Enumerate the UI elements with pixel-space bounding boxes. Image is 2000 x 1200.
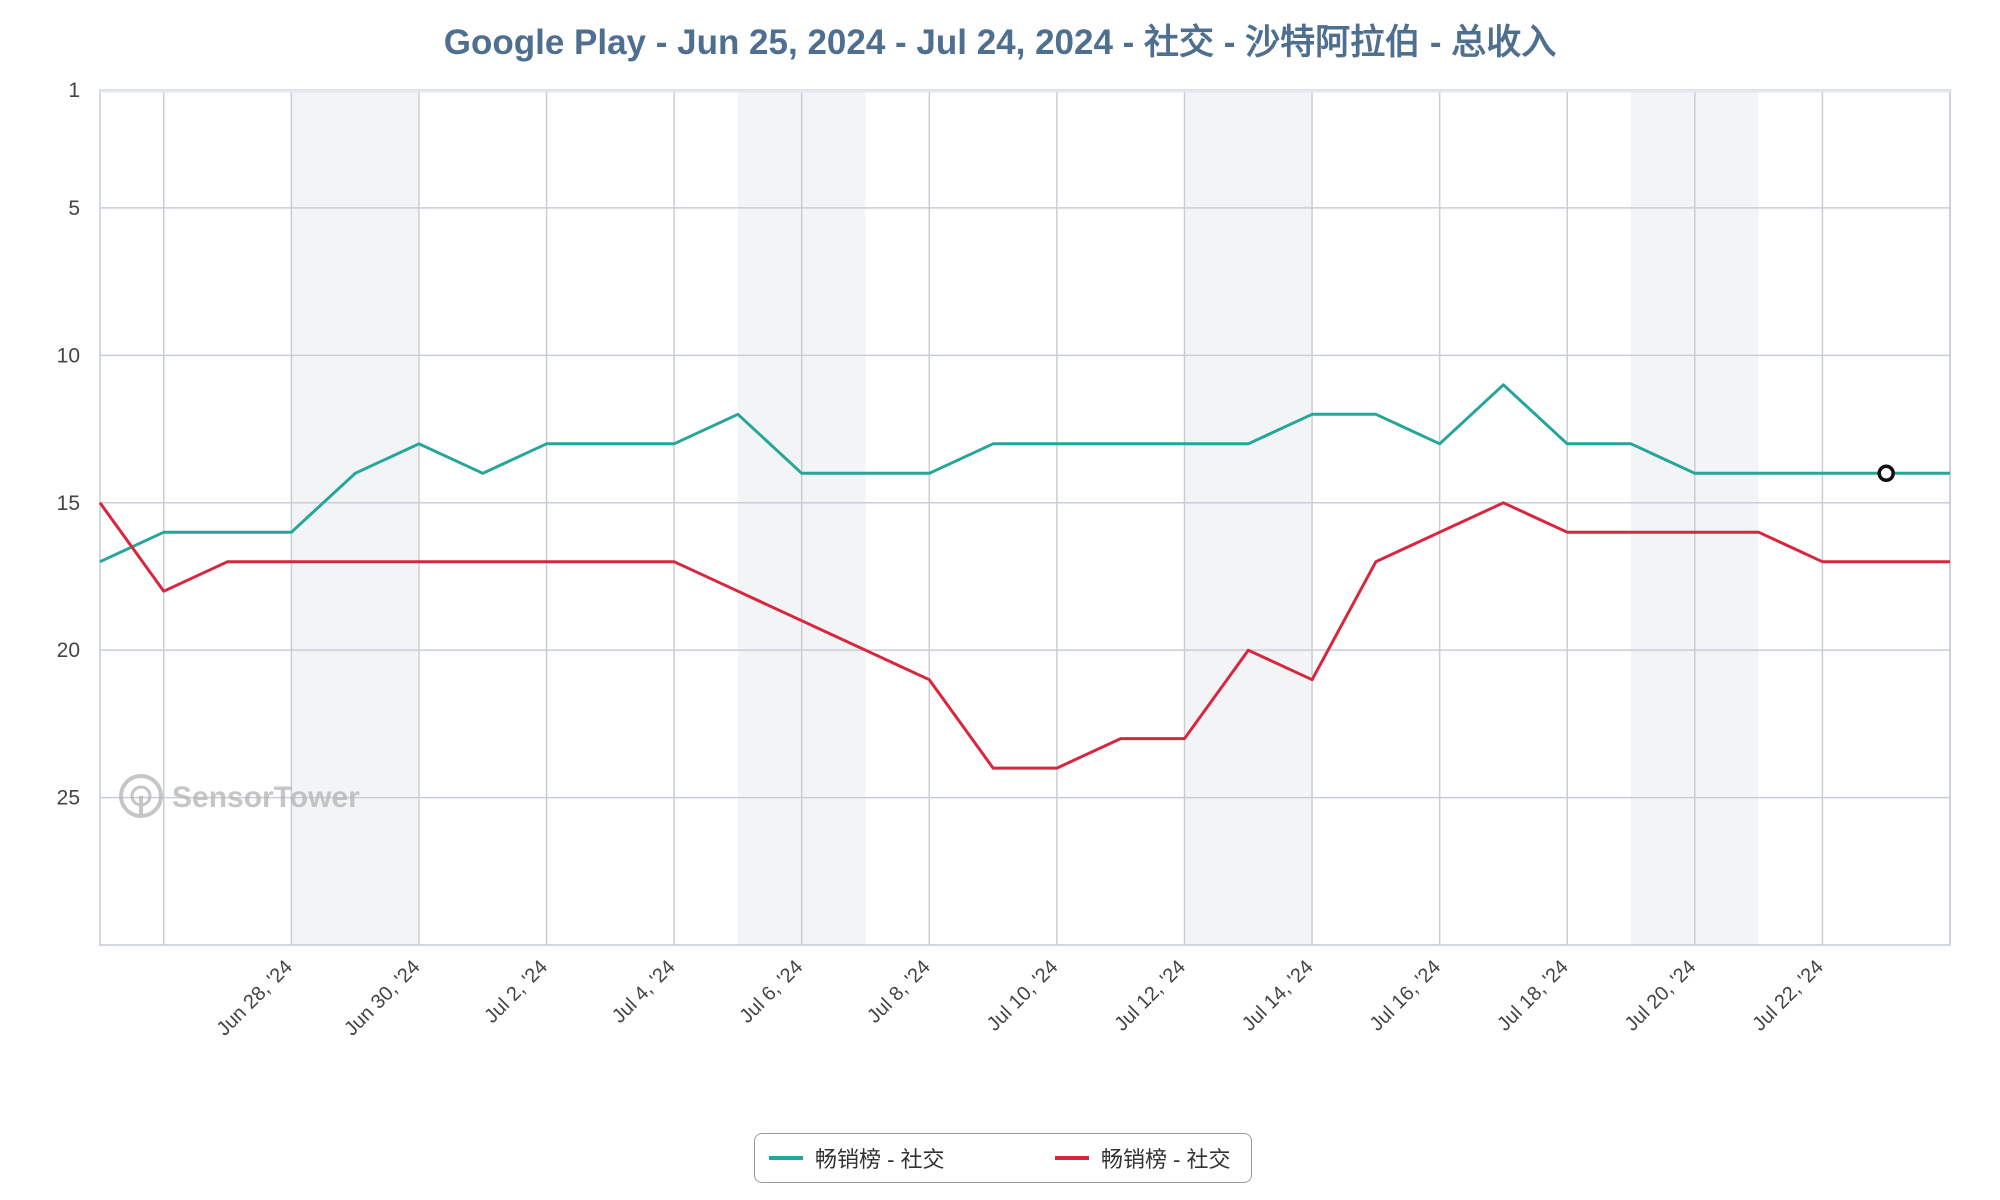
series-line-1 (99, 383, 1950, 564)
weekend-band-1 (291, 90, 419, 945)
legend: 畅销榜 - 社交 畅销榜 - 社交 (754, 1133, 1252, 1183)
y-tick-label-10: 10 (57, 344, 80, 367)
series-lines (98, 383, 1950, 770)
legend-item-series-2[interactable]: 畅销榜 - 社交 (1055, 1134, 1231, 1181)
series-line-2 (98, 501, 1950, 770)
legend-label-series-2: 畅销榜 - 社交 (1101, 1146, 1231, 1172)
legend-label-series-1: 畅销榜 - 社交 (815, 1146, 945, 1172)
y-tick-label-15: 15 (57, 492, 80, 515)
x-tick-label-3: Jul 2, '24 (480, 956, 552, 1028)
legend-swatch-series-2 (1055, 1155, 1089, 1160)
x-tick-label-10: Jul 16, '24 (1366, 956, 1446, 1036)
x-tick-label-8: Jul 12, '24 (1110, 956, 1190, 1036)
x-tick-label-9: Jul 14, '24 (1238, 956, 1318, 1036)
chart-title: Google Play - Jun 25, 2024 - Jul 24, 202… (443, 23, 1557, 62)
x-tick-label-6: Jul 8, '24 (863, 956, 935, 1028)
y-tick-label-5: 5 (68, 197, 80, 220)
series-markers (1877, 464, 1895, 483)
y-tick-label-25: 25 (57, 787, 80, 810)
x-tick-label-12: Jul 20, '24 (1621, 956, 1701, 1036)
watermark: SensorTower (119, 774, 360, 818)
x-tick-label-13: Jul 22, '24 (1748, 956, 1828, 1036)
x-tick-label-2: Jun 30, '24 (340, 956, 424, 1040)
x-tick-label-1: Jun 28, '24 (213, 956, 297, 1040)
x-tick-label-7: Jul 10, '24 (983, 956, 1063, 1036)
x-tick-label-4: Jul 4, '24 (608, 956, 680, 1028)
y-tick-label-1: 1 (68, 79, 80, 102)
highlight-marker (1877, 464, 1895, 483)
watermark-text: SensorTower (172, 781, 360, 814)
y-tick-label-20: 20 (57, 639, 80, 662)
x-tick-label-11: Jul 18, '24 (1493, 956, 1573, 1036)
legend-swatch-series-1 (769, 1155, 803, 1160)
legend-item-series-1[interactable]: 畅销榜 - 社交 (769, 1134, 945, 1181)
x-axis-ticks: Jun 28, '24 Jun 30, '24 Jul 2, '24 Jul 4, '… (213, 956, 1828, 1040)
x-tick-label-5: Jul 6, '24 (736, 956, 808, 1028)
weekend-band-3 (1184, 90, 1313, 945)
